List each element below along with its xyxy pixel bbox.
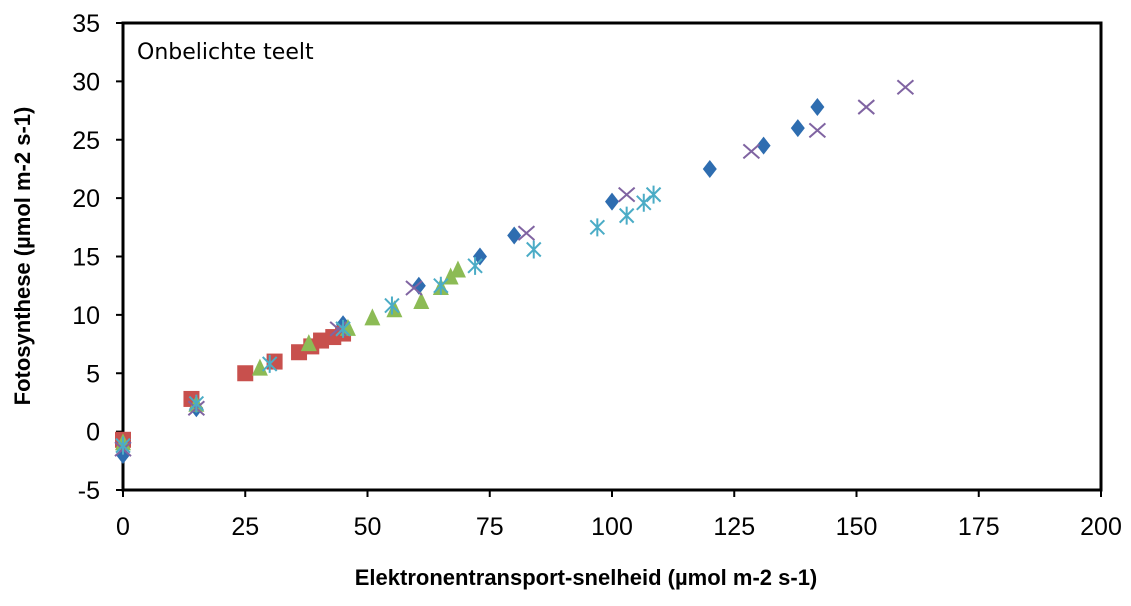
axis-ticks: 0 25 50 75 100 125 150 175 200 -5 0 5 10 15 20 25 30 35 [72, 10, 1122, 541]
asterisk-point [384, 296, 400, 315]
x-point [808, 122, 827, 139]
triangle-point [449, 260, 466, 278]
x-point [742, 143, 761, 160]
asterisk-point [467, 256, 483, 275]
y-tick-label: 5 [86, 360, 100, 388]
y-tick-label: 25 [72, 127, 100, 155]
asterisk-point [261, 354, 278, 373]
asterisk-point [636, 193, 652, 212]
x-tick-label: 75 [476, 513, 504, 541]
x-point [405, 280, 423, 296]
diamond-point [810, 98, 825, 117]
square-point [237, 365, 254, 382]
asterisk-point [526, 240, 542, 259]
asterisk-point [188, 394, 205, 413]
asterisk-point [645, 185, 662, 204]
asterisk-point [115, 436, 131, 455]
x-tick-label: 150 [836, 513, 878, 541]
diamond-point [702, 159, 717, 178]
asterisk-point [589, 218, 606, 237]
triangle-point [300, 334, 317, 352]
y-tick-label: 30 [72, 68, 100, 96]
x-tick-label: 200 [1080, 513, 1122, 541]
asterisk-point [335, 319, 351, 338]
x-tick-label: 125 [713, 513, 755, 541]
x-point [517, 225, 536, 241]
x-point [618, 186, 636, 203]
x-point [896, 79, 915, 95]
x-tick-label: 0 [116, 513, 130, 541]
diamond-point [790, 119, 805, 138]
y-tick-label: 20 [72, 185, 100, 213]
diamond-point [756, 136, 771, 155]
y-tick-label: 35 [72, 10, 100, 38]
x-tick-label: 100 [591, 513, 633, 541]
series-asterisk [115, 185, 662, 455]
triangle-point [364, 308, 381, 326]
triangle-point [413, 292, 430, 310]
triangle-point [251, 358, 268, 376]
diamond-point [605, 192, 619, 211]
diamond-point [472, 247, 487, 266]
y-tick-label: 10 [72, 302, 100, 330]
asterisk-point [433, 276, 449, 295]
plot-area [121, 21, 1103, 492]
x-axis-title: Elektronentransport-snelheid (µmol m-2 s… [355, 565, 818, 590]
asterisk-point [618, 206, 635, 225]
square-point [313, 332, 330, 349]
data-points [114, 79, 915, 464]
x-tick-label: 25 [231, 513, 259, 541]
x-tick-label: 50 [354, 513, 382, 541]
y-tick-label: 0 [86, 419, 100, 447]
x-tick-label: 175 [958, 513, 1000, 541]
y-axis-title: Fotosynthese (µmol m-2 s-1) [10, 107, 35, 406]
y-tick-label: 15 [72, 244, 100, 272]
x-point [857, 99, 875, 115]
y-tick-label: -5 [78, 477, 100, 505]
panel-annotation: Onbelichte teelt [137, 40, 314, 65]
diamond-point [507, 226, 522, 245]
